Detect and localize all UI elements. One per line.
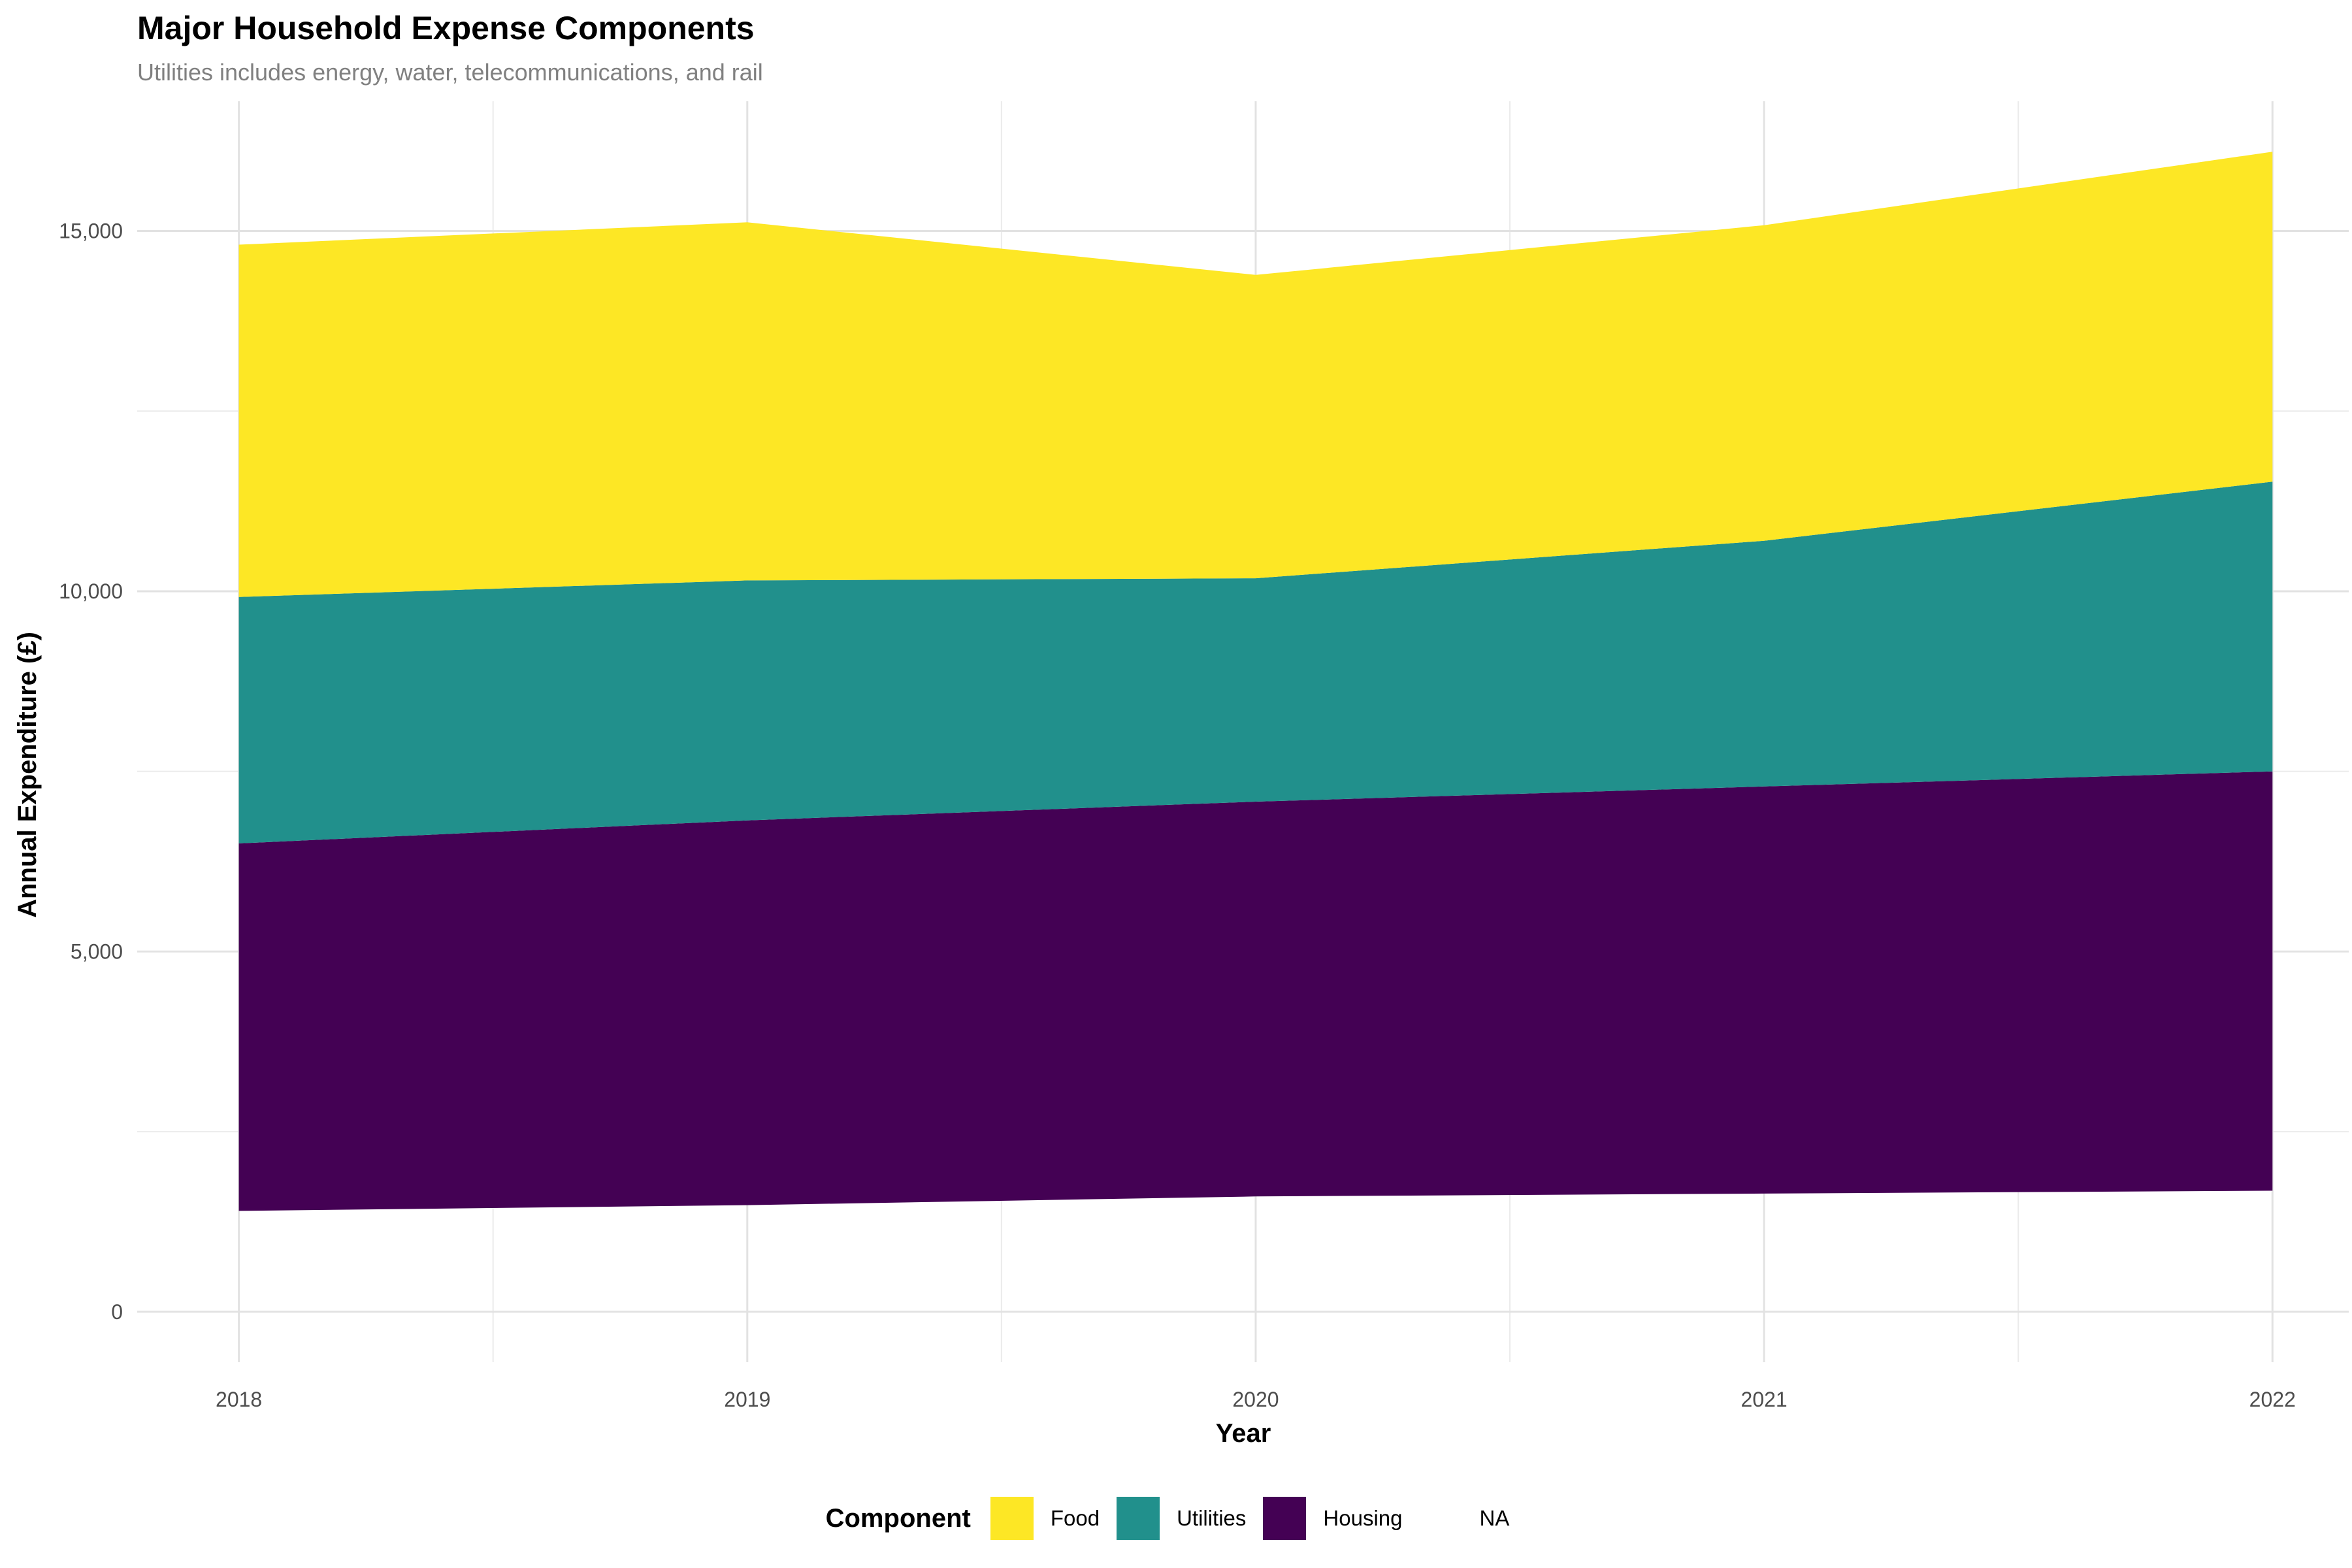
y-axis-title: Annual Expenditure (£) bbox=[13, 632, 42, 918]
legend-swatch-utilities bbox=[1117, 1497, 1160, 1540]
x-tick-label: 2021 bbox=[1741, 1388, 1788, 1411]
legend-item-housing: Housing bbox=[1263, 1497, 1403, 1540]
legend-item-na: NA bbox=[1419, 1497, 1510, 1540]
x-tick-label: 2020 bbox=[1232, 1388, 1279, 1411]
legend-item-food: Food bbox=[990, 1497, 1100, 1540]
legend-item-utilities: Utilities bbox=[1117, 1497, 1246, 1540]
chart-title: Major Household Expense Components bbox=[137, 10, 755, 46]
area-utilities bbox=[238, 482, 2273, 843]
stacked-areas bbox=[238, 152, 2273, 1211]
area-housing bbox=[238, 771, 2273, 1211]
legend-swatch-food bbox=[990, 1497, 1034, 1540]
legend-label-utilities: Utilities bbox=[1177, 1506, 1247, 1530]
legend-label-housing: Housing bbox=[1323, 1506, 1403, 1530]
x-axis-title: Year bbox=[1216, 1419, 1271, 1448]
axis-labels: 0 5,000 10,000 15,000 2018 2019 2020 2021 2022 bbox=[59, 220, 2296, 1411]
legend-label-na: NA bbox=[1479, 1506, 1510, 1530]
y-tick-label: 10,000 bbox=[59, 580, 123, 603]
x-tick-label: 2019 bbox=[724, 1388, 770, 1411]
legend-title: Component bbox=[825, 1503, 971, 1533]
legend-swatch-housing bbox=[1263, 1497, 1307, 1540]
y-tick-label: 15,000 bbox=[59, 220, 123, 243]
x-tick-label: 2018 bbox=[216, 1388, 262, 1411]
legend-label-food: Food bbox=[1050, 1506, 1100, 1530]
x-tick-label: 2022 bbox=[2249, 1388, 2296, 1411]
legend-swatch-na bbox=[1419, 1497, 1463, 1540]
area-food bbox=[238, 152, 2273, 597]
chart-subtitle: Utilities includes energy, water, teleco… bbox=[137, 59, 763, 86]
y-tick-label: 0 bbox=[111, 1300, 123, 1324]
y-tick-label: 5,000 bbox=[71, 939, 123, 963]
area-chart: 0 5,000 10,000 15,000 2018 2019 2020 2021 2022 Y… bbox=[13, 101, 2349, 1448]
chart-legend: Component Food Utilities Housing NA bbox=[0, 1492, 2352, 1544]
